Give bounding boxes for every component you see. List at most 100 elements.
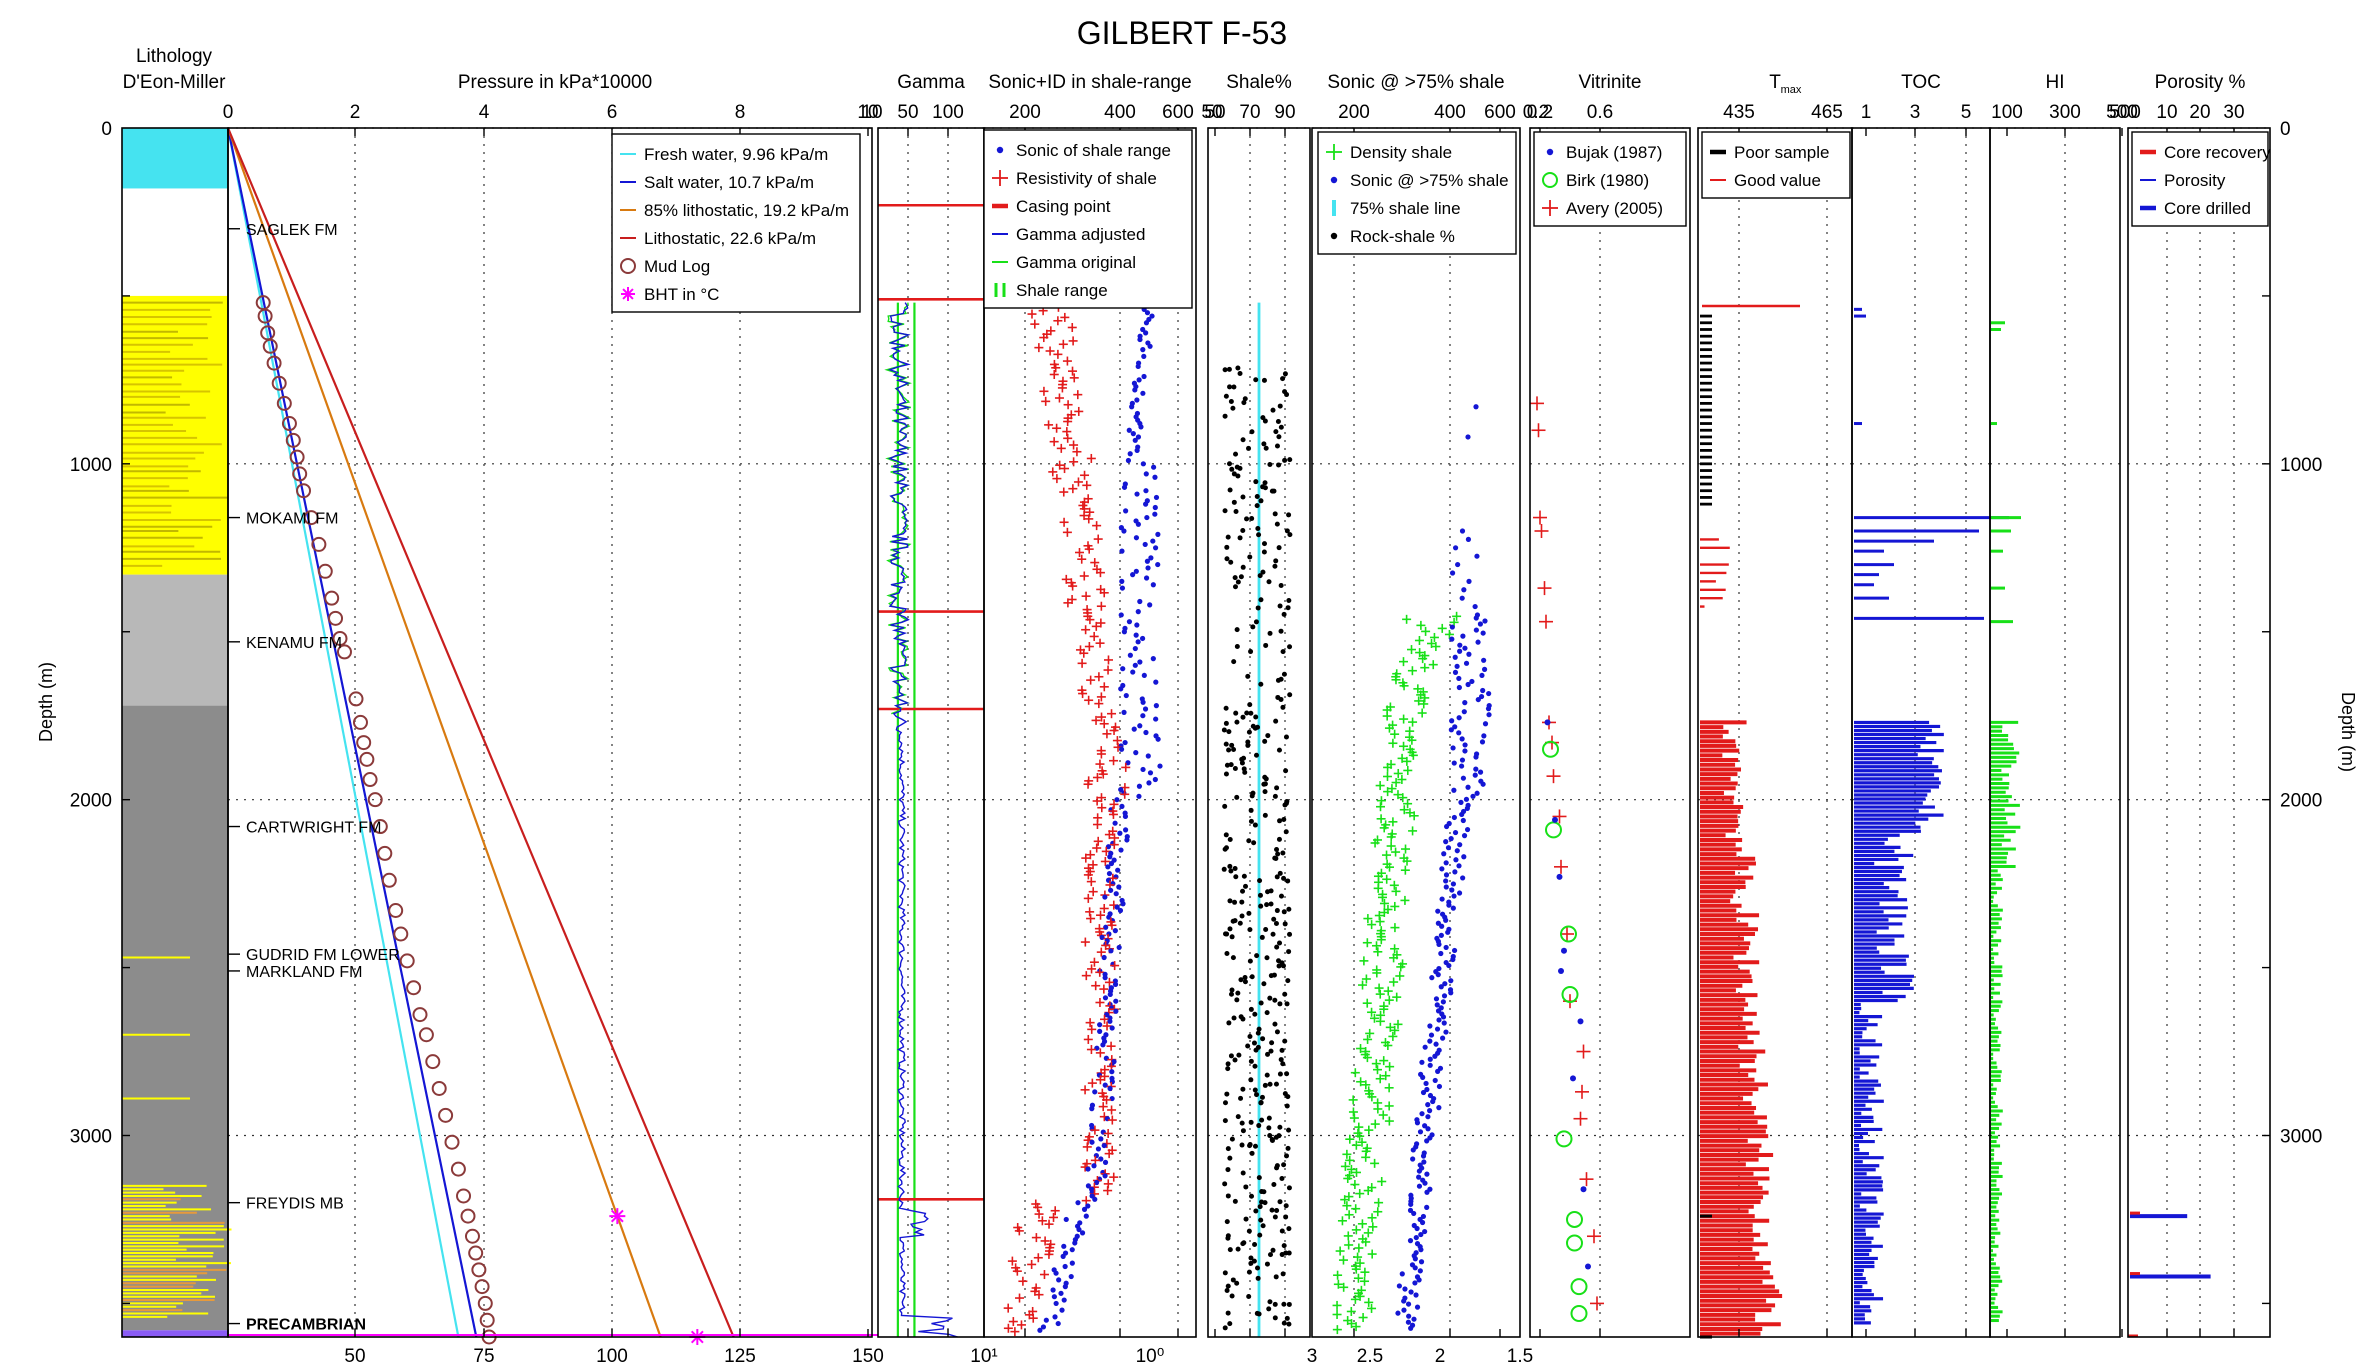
rock-shale-point-1988-2 <box>1249 793 1255 799</box>
sonic75-point-3511 <box>1414 1304 1421 1310</box>
rock-shale-point-1232-1 <box>1261 541 1267 547</box>
vitrinite-birk-6 <box>1566 1234 1583 1252</box>
rock-shale-point-1736-3 <box>1233 710 1239 716</box>
sonic75-point-2197 <box>1456 863 1462 869</box>
vitrinite-bujak-3 <box>1561 947 1567 954</box>
sonic75-point-3448 <box>1396 1283 1402 1289</box>
rock-shale-point-2954-3 <box>1248 1119 1254 1125</box>
rock-shale-point-3024-2 <box>1247 1142 1253 1148</box>
rock-shale-point-3052-0 <box>1249 1150 1255 1156</box>
rock-shale-point-2590-0 <box>1234 997 1240 1003</box>
shale-top-tick-90: 90 <box>1274 102 1295 123</box>
rock-shale-point-3164-3 <box>1261 1189 1267 1195</box>
rock-shale-point-1624-2 <box>1281 671 1287 677</box>
rock-shale-point-742-1 <box>1280 376 1286 382</box>
press-top-tick-8: 8 <box>735 102 746 123</box>
sonic-top-tick-600: 600 <box>1162 102 1194 123</box>
pressure-bot-tick-0: 50 <box>344 1346 365 1365</box>
rock-shale-point-3416-2 <box>1255 1275 1261 1281</box>
rock-shale-point-2366-0 <box>1282 921 1288 927</box>
sonic-shale-point-3120 <box>1102 1173 1108 1179</box>
rock-shale-point-2114-1 <box>1276 836 1282 842</box>
sonic-shale-point-1670 <box>1118 686 1124 692</box>
vitrinite-birk-1 <box>1545 821 1562 839</box>
rock-shale-point-2380-1 <box>1227 926 1233 932</box>
rock-shale-point-2744-1 <box>1253 1047 1259 1053</box>
sonic75-point-2917 <box>1436 1105 1442 1111</box>
sonic75-point-3079 <box>1421 1159 1427 1165</box>
rock-shale-point-2996-1 <box>1267 1133 1273 1139</box>
rock-shale-point-2422-0 <box>1277 940 1283 946</box>
sonic-shale-point-2860 <box>1107 1085 1113 1092</box>
sonic-shale-point-1890 <box>1125 760 1131 766</box>
sonic75-point-2773 <box>1427 1056 1433 1062</box>
sonic75-point-1711 <box>1462 700 1468 706</box>
gradient-line-3 <box>226 127 735 1338</box>
rock-shale-point-1680-1 <box>1287 692 1293 698</box>
rock-shale-point-1176-2 <box>1274 521 1280 527</box>
porosity-title: Porosity % <box>2155 72 2246 93</box>
rock-shale-point-1848-3 <box>1231 747 1237 753</box>
sonic75-point-2215 <box>1452 869 1458 875</box>
sonic-shale-point-1530 <box>1135 639 1141 645</box>
rock-shale-point-2632-1 <box>1264 1010 1270 1016</box>
sonic-shale-point-2120 <box>1124 837 1130 843</box>
rock-shale-point-798-1 <box>1242 396 1248 402</box>
rock-shale-point-1344-1 <box>1266 579 1272 585</box>
sonic75-point-2719 <box>1427 1038 1433 1044</box>
rock-shale-point-1148-2 <box>1272 511 1278 517</box>
sonic75-point-2701 <box>1428 1032 1435 1038</box>
rock-shale-point-2100-0 <box>1223 832 1229 838</box>
rock-shale-point-966-1 <box>1233 451 1239 457</box>
sonic75-point-2836 <box>1432 1077 1438 1084</box>
press-top-tick-4: 4 <box>479 102 490 123</box>
rock-shale-point-910-2 <box>1276 434 1282 440</box>
sonic75-point-1576 <box>1452 654 1458 660</box>
vitrinite-birk-4 <box>1555 1130 1573 1148</box>
vitrinite-birk-7 <box>1570 1278 1588 1296</box>
press-top-tick-10-edge: 10 <box>861 102 882 123</box>
sonic75-point-2944 <box>1425 1114 1431 1120</box>
shale-pct-title: Shale% <box>1226 72 1292 93</box>
sonic75-point-2287 <box>1451 893 1457 899</box>
rock-shale-point-2646-3 <box>1238 1014 1244 1020</box>
rock-shale-point-2198-3 <box>1232 865 1238 871</box>
sonic-legend-label-3: Gamma adjusted <box>1016 225 1145 244</box>
sonic75-upper-1425 <box>1472 603 1478 610</box>
rock-shale-point-2814-2 <box>1284 1071 1290 1077</box>
sonic75-point-2710 <box>1440 1035 1446 1041</box>
sonic-shale-point-2310 <box>1120 901 1126 907</box>
sonic75-point-1837 <box>1462 742 1468 748</box>
sonic75-point-3412 <box>1399 1271 1405 1277</box>
pressure-bot-tick-2: 100 <box>596 1346 628 1365</box>
sonic-shale-point-1550 <box>1132 645 1138 652</box>
sonic75-point-1648 <box>1469 678 1475 685</box>
tmax-title-sub: max <box>1781 84 1802 96</box>
rock-shale-point-3248-2 <box>1243 1216 1249 1222</box>
rock-shale-point-3122-3 <box>1256 1175 1262 1181</box>
sonic75-point-2845 <box>1423 1080 1429 1087</box>
sonic-shale-point-3380 <box>1069 1260 1075 1266</box>
sonic75-point-2368 <box>1435 920 1441 926</box>
lithology-unit-1 <box>122 295 228 575</box>
rock-shale-point-3430-2 <box>1230 1277 1236 1283</box>
rock-shale-point-3290-0 <box>1257 1232 1263 1238</box>
rock-shale-point-2282-2 <box>1257 892 1263 898</box>
sonic75-point-3205 <box>1408 1201 1414 1207</box>
sonic75-point-2872 <box>1420 1089 1427 1096</box>
sonic-shale-point-2280 <box>1113 891 1119 897</box>
rock-shale-point-1008-2 <box>1237 465 1243 471</box>
mud-log-point-4 <box>266 355 282 371</box>
rock-shale-point-1120-2 <box>1254 503 1260 509</box>
rock-shale-point-2198-1 <box>1227 863 1233 869</box>
sonic75-point-1702 <box>1475 696 1481 703</box>
sonic-shale-point-3280 <box>1076 1226 1082 1233</box>
vitrinite-legend-box <box>1533 131 1687 227</box>
rock-shale-point-3318-2 <box>1240 1241 1246 1247</box>
sonic75-point-1999 <box>1463 796 1470 802</box>
rock-shale-point-2352-2 <box>1271 916 1277 922</box>
rock-shale-point-2772-1 <box>1248 1058 1254 1064</box>
formation-label-7: PRECAMBRIAN <box>246 1317 366 1334</box>
sonic75-point-2611 <box>1434 1002 1440 1008</box>
sonic-shale-point-1720 <box>1153 703 1159 709</box>
